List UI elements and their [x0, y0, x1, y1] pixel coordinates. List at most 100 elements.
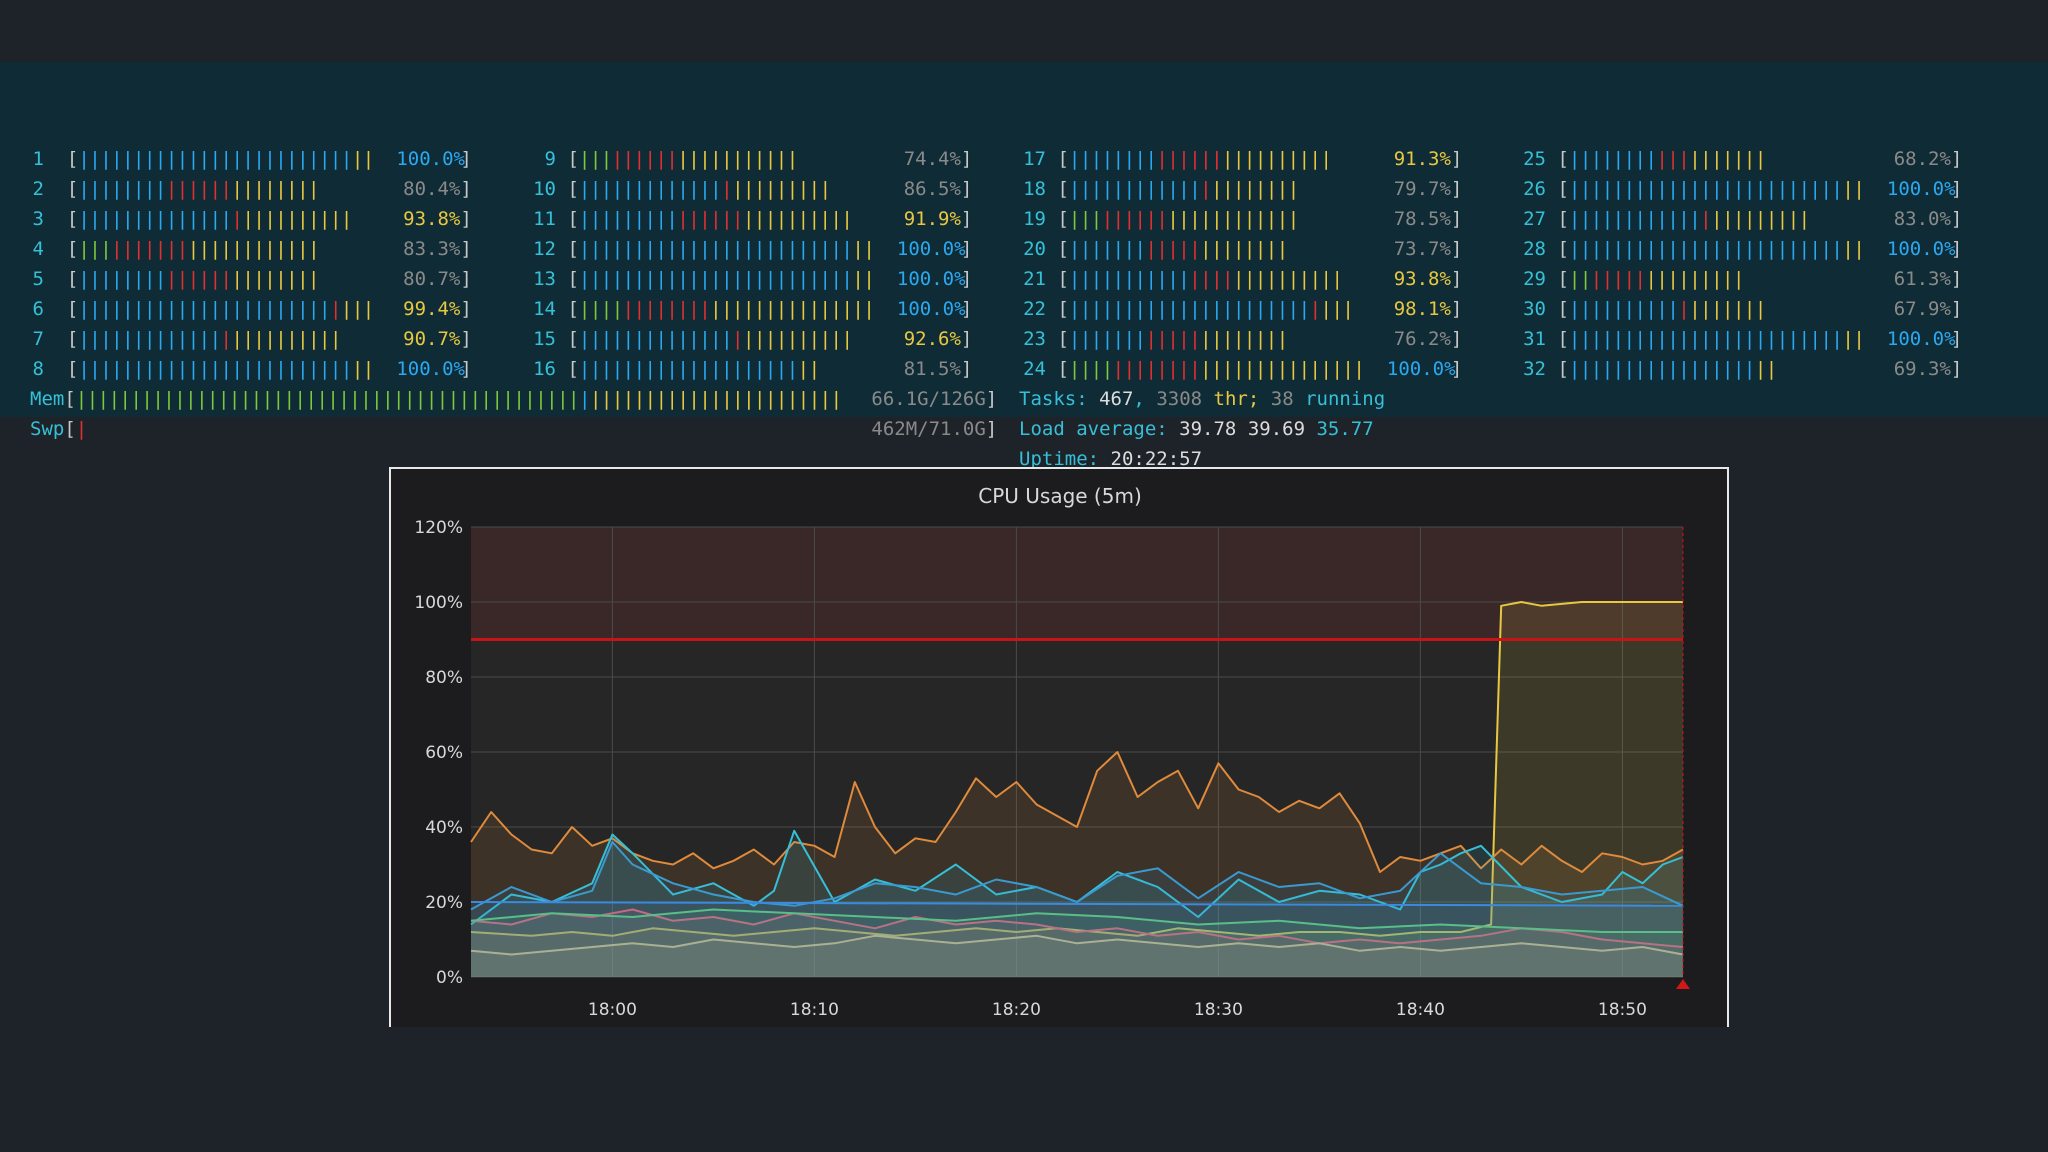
series-line-5: [470, 934, 1684, 956]
cpu-usage-bar: |||||||||||||||||||||: [1068, 208, 1299, 230]
cpu-meter-4: 4 [|||||||||||||||||||||| 83.3%]: [30, 234, 472, 264]
cpu-usage-percent: 61.3%: [1893, 268, 1951, 290]
bracket-open: [: [556, 238, 579, 260]
cpu-meter-number: 27: [1523, 208, 1546, 230]
bracket-close: ]: [460, 298, 472, 320]
series-line-3: [470, 841, 1684, 911]
cpu-meter-number: 23: [1023, 328, 1046, 350]
load-5m: 39.69: [1247, 418, 1306, 440]
load-average: Load average: 39.78 39.69 35.77: [1019, 414, 1374, 444]
cpu-usage-percent: 74.4%: [903, 148, 961, 170]
uptime-label: Uptime:: [1019, 448, 1100, 470]
cpu-usage-percent: 100.0%: [896, 238, 966, 260]
cpu-meter-number: 16: [533, 358, 556, 380]
cpu-usage-percent: 73.7%: [1393, 238, 1451, 260]
bracket-close: ]: [1450, 238, 1463, 260]
series-line-1: [470, 751, 1684, 873]
cpu-usage-chart-panel: 0% 20% 40% 60% 80% 100% 120% 18:00 18:10 18:20 18:…: [389, 467, 1729, 1027]
cpu-meter-number: 3: [32, 208, 44, 230]
cpu-usage-chart: 0% 20% 40% 60% 80% 100% 120% 18:00 18:10 18:20 18:…: [414, 484, 1690, 1020]
cpu-meter-number: 22: [1023, 298, 1046, 320]
cpu-usage-bar: |||||||||||||||||||||||||||: [78, 298, 374, 320]
threads-label: thr;: [1213, 388, 1260, 410]
bracket-close: ]: [460, 148, 472, 170]
tasks-summary: Tasks: 467, 3308 thr; 38 running: [1019, 388, 1386, 410]
bracket-close: ]: [1950, 358, 1963, 380]
mem-usage-bar: ||||||||||||||||||||||||||||||||||||||||…: [75, 388, 842, 410]
cpu-usage-bar: |||||||||||||||||||||||||||: [578, 268, 875, 290]
cpu-meter-number: 13: [533, 268, 556, 290]
bracket-close: ]: [1950, 148, 1963, 170]
cpu-usage-percent: 79.7%: [1393, 178, 1451, 200]
x-tick-label: 18:50: [1598, 1000, 1647, 1020]
series-line-6: [470, 901, 1684, 907]
cpu-meter-number: 2: [32, 178, 44, 200]
cpu-usage-bar: |||||||||||||||||||||||: [78, 268, 321, 290]
cpu-usage-percent: 100.0%: [1386, 358, 1456, 380]
cpu-usage-bar: ||||||||||||||||||||||||: [1068, 148, 1332, 170]
load-1m: 39.78: [1179, 418, 1237, 440]
cpu-usage-percent: 83.3%: [403, 238, 461, 260]
cpu-meter-11: 11 [||||||||||||||||||||||||| 91.9%]: [530, 204, 972, 234]
cpu-usage-bar: |||||||||||||||||||: [1568, 358, 1777, 380]
tasks-label: Tasks:: [1019, 388, 1088, 410]
bracket-open: [: [64, 418, 76, 440]
running-label: running: [1305, 388, 1386, 410]
cpu-usage-bar: ||||||||||||||||||||||||: [78, 328, 341, 350]
cpu-usage-percent: 86.5%: [903, 178, 961, 200]
bracket-open: [: [1046, 328, 1069, 350]
cpu-usage-bar: ||||||||||||||||||||: [1068, 238, 1288, 260]
cpu-usage-bar: |||||||||||||||||||||||||||: [1068, 358, 1365, 380]
cpu-usage-percent: 69.3%: [1893, 358, 1951, 380]
cpu-meter-12: 12 [||||||||||||||||||||||||||| 100.0%]: [530, 234, 972, 264]
cpu-usage-bar: |||||||||||||||||||||||||||: [78, 358, 374, 380]
cpu-usage-percent: 68.2%: [1893, 148, 1951, 170]
cpu-usage-bar: |||||||||||||||||||||||: [78, 178, 319, 200]
bracket-close: ]: [1450, 208, 1463, 230]
cpu-meter-number: 29: [1523, 268, 1546, 290]
bracket-close: ]: [960, 328, 973, 350]
cpu-usage-percent: 99.4%: [403, 298, 461, 320]
bracket-open: [: [1546, 208, 1569, 230]
cpu-meter-number: 31: [1523, 328, 1546, 350]
threads-count: 3308: [1156, 388, 1203, 410]
y-tick-label: 40%: [425, 818, 463, 838]
cpu-meter-number: 17: [1023, 148, 1046, 170]
chart-title: CPU Usage (5m): [978, 484, 1142, 508]
bracket-close: ]: [460, 328, 472, 350]
swp-value: 462M/71.0G: [871, 418, 986, 440]
bracket-close: ]: [960, 178, 973, 200]
cpu-meter-5: 5 [||||||||||||||||||||||| 80.7%]: [30, 264, 472, 294]
cpu-meter-32: 32 [||||||||||||||||||| 69.3%]: [1520, 354, 1962, 384]
bracket-open: [: [1546, 148, 1569, 170]
x-tick-label: 18:30: [1194, 1000, 1243, 1020]
y-tick-label: 20%: [425, 893, 463, 913]
bracket-open: [: [1546, 358, 1569, 380]
series-area-1: [471, 752, 1683, 977]
uptime-value: 20:22:57: [1110, 448, 1203, 470]
cpu-usage-bar: |||||||||||||||||||||||||||: [78, 148, 374, 170]
cpu-usage-bar: ||||||||||||||||||: [1568, 148, 1766, 170]
cpu-usage-percent: 100.0%: [1886, 178, 1956, 200]
x-tick-label: 18:10: [790, 1000, 839, 1020]
cpu-meter-number: 21: [1023, 268, 1046, 290]
x-tick-label: 18:00: [588, 1000, 637, 1020]
bracket-open: [: [44, 178, 79, 200]
cpu-meter-number: 5: [32, 268, 44, 290]
bracket-open: [: [44, 148, 79, 170]
cpu-meter-29: 29 [|||||||||||||||| 61.3%]: [1520, 264, 1962, 294]
cpu-meter-1: 1 [||||||||||||||||||||||||||| 100.0%]: [30, 144, 472, 174]
bracket-close: ]: [1450, 178, 1463, 200]
bracket-open: [: [1046, 178, 1069, 200]
bracket-open: [: [556, 178, 579, 200]
cpu-meter-number: 28: [1523, 238, 1546, 260]
cpu-meter-number: 14: [533, 298, 556, 320]
cpu-meter-28: 28 [||||||||||||||||||||||||||| 100.0%]: [1520, 234, 1962, 264]
cpu-usage-bar: |||||||||||||||||||||||||||: [1568, 178, 1865, 200]
bracket-open: [: [44, 298, 79, 320]
cpu-usage-bar: |||||||||||||||||||||||||||: [578, 238, 875, 260]
cpu-usage-bar: ||||||||||||||||||||||: [578, 358, 820, 380]
y-tick-label: 120%: [414, 518, 463, 538]
bracket-open: [: [44, 268, 79, 290]
cpu-meter-20: 20 [|||||||||||||||||||| 73.7%]: [1020, 234, 1462, 264]
